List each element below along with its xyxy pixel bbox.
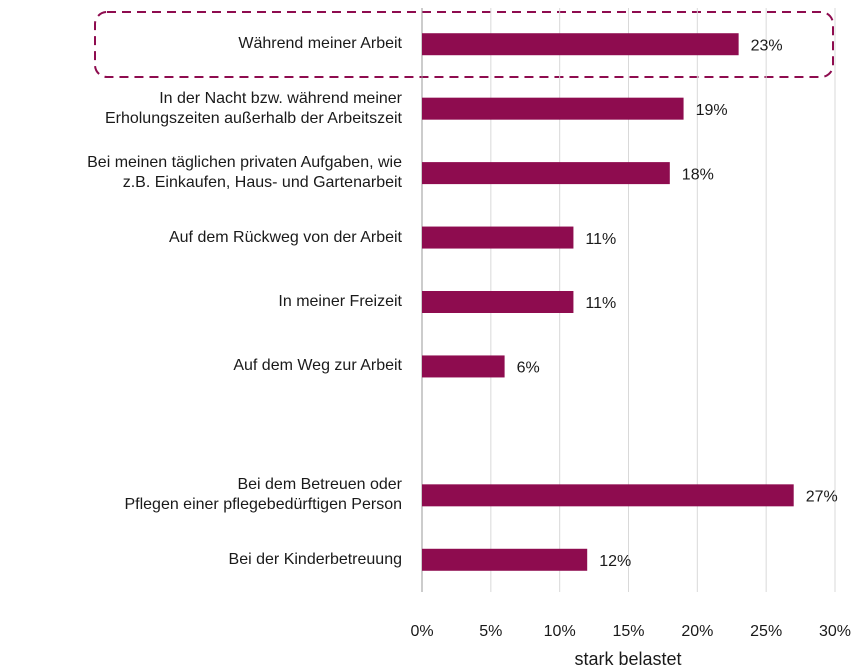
category-label: Auf dem Weg zur Arbeit: [233, 357, 402, 375]
bar: [422, 97, 684, 120]
value-label: 6%: [517, 360, 540, 377]
bar: [422, 484, 794, 507]
x-tick-label: 30%: [819, 623, 851, 640]
highlight-box: [94, 11, 834, 78]
value-label: 19%: [696, 102, 728, 119]
x-tick-label: 20%: [681, 623, 713, 640]
x-tick-label: 5%: [479, 623, 502, 640]
value-label: 12%: [599, 553, 631, 570]
value-label: 11%: [585, 231, 616, 248]
x-tick-label: 0%: [410, 623, 433, 640]
category-label: Während meiner Arbeit: [238, 35, 402, 53]
category-label: Auf dem Rückweg von der Arbeit: [168, 228, 402, 246]
value-label: 18%: [682, 166, 714, 183]
bar: [422, 355, 505, 378]
value-label: 23%: [751, 37, 783, 54]
bar: [422, 291, 574, 313]
bar: [422, 226, 574, 249]
category-label: Bei meinen täglichen privaten Aufgaben, …: [87, 154, 402, 192]
category-label: Bei der Kinderbetreuung: [228, 550, 402, 568]
value-label: 11%: [585, 295, 616, 312]
x-tick-label: 15%: [612, 623, 644, 640]
x-tick-label: 25%: [750, 623, 782, 640]
bar: [422, 162, 670, 185]
bar: [422, 548, 588, 571]
category-label: Bei dem Betreuen oder Pflegen einer pfle…: [124, 476, 402, 514]
x-tick-label: 10%: [544, 623, 576, 640]
bar: [422, 33, 739, 56]
value-label: 27%: [806, 489, 838, 506]
category-label: In der Nacht bzw. während meiner Erholun…: [104, 89, 402, 127]
category-label: In meiner Freizeit: [278, 293, 402, 310]
x-axis-label: stark belastet: [574, 649, 681, 669]
